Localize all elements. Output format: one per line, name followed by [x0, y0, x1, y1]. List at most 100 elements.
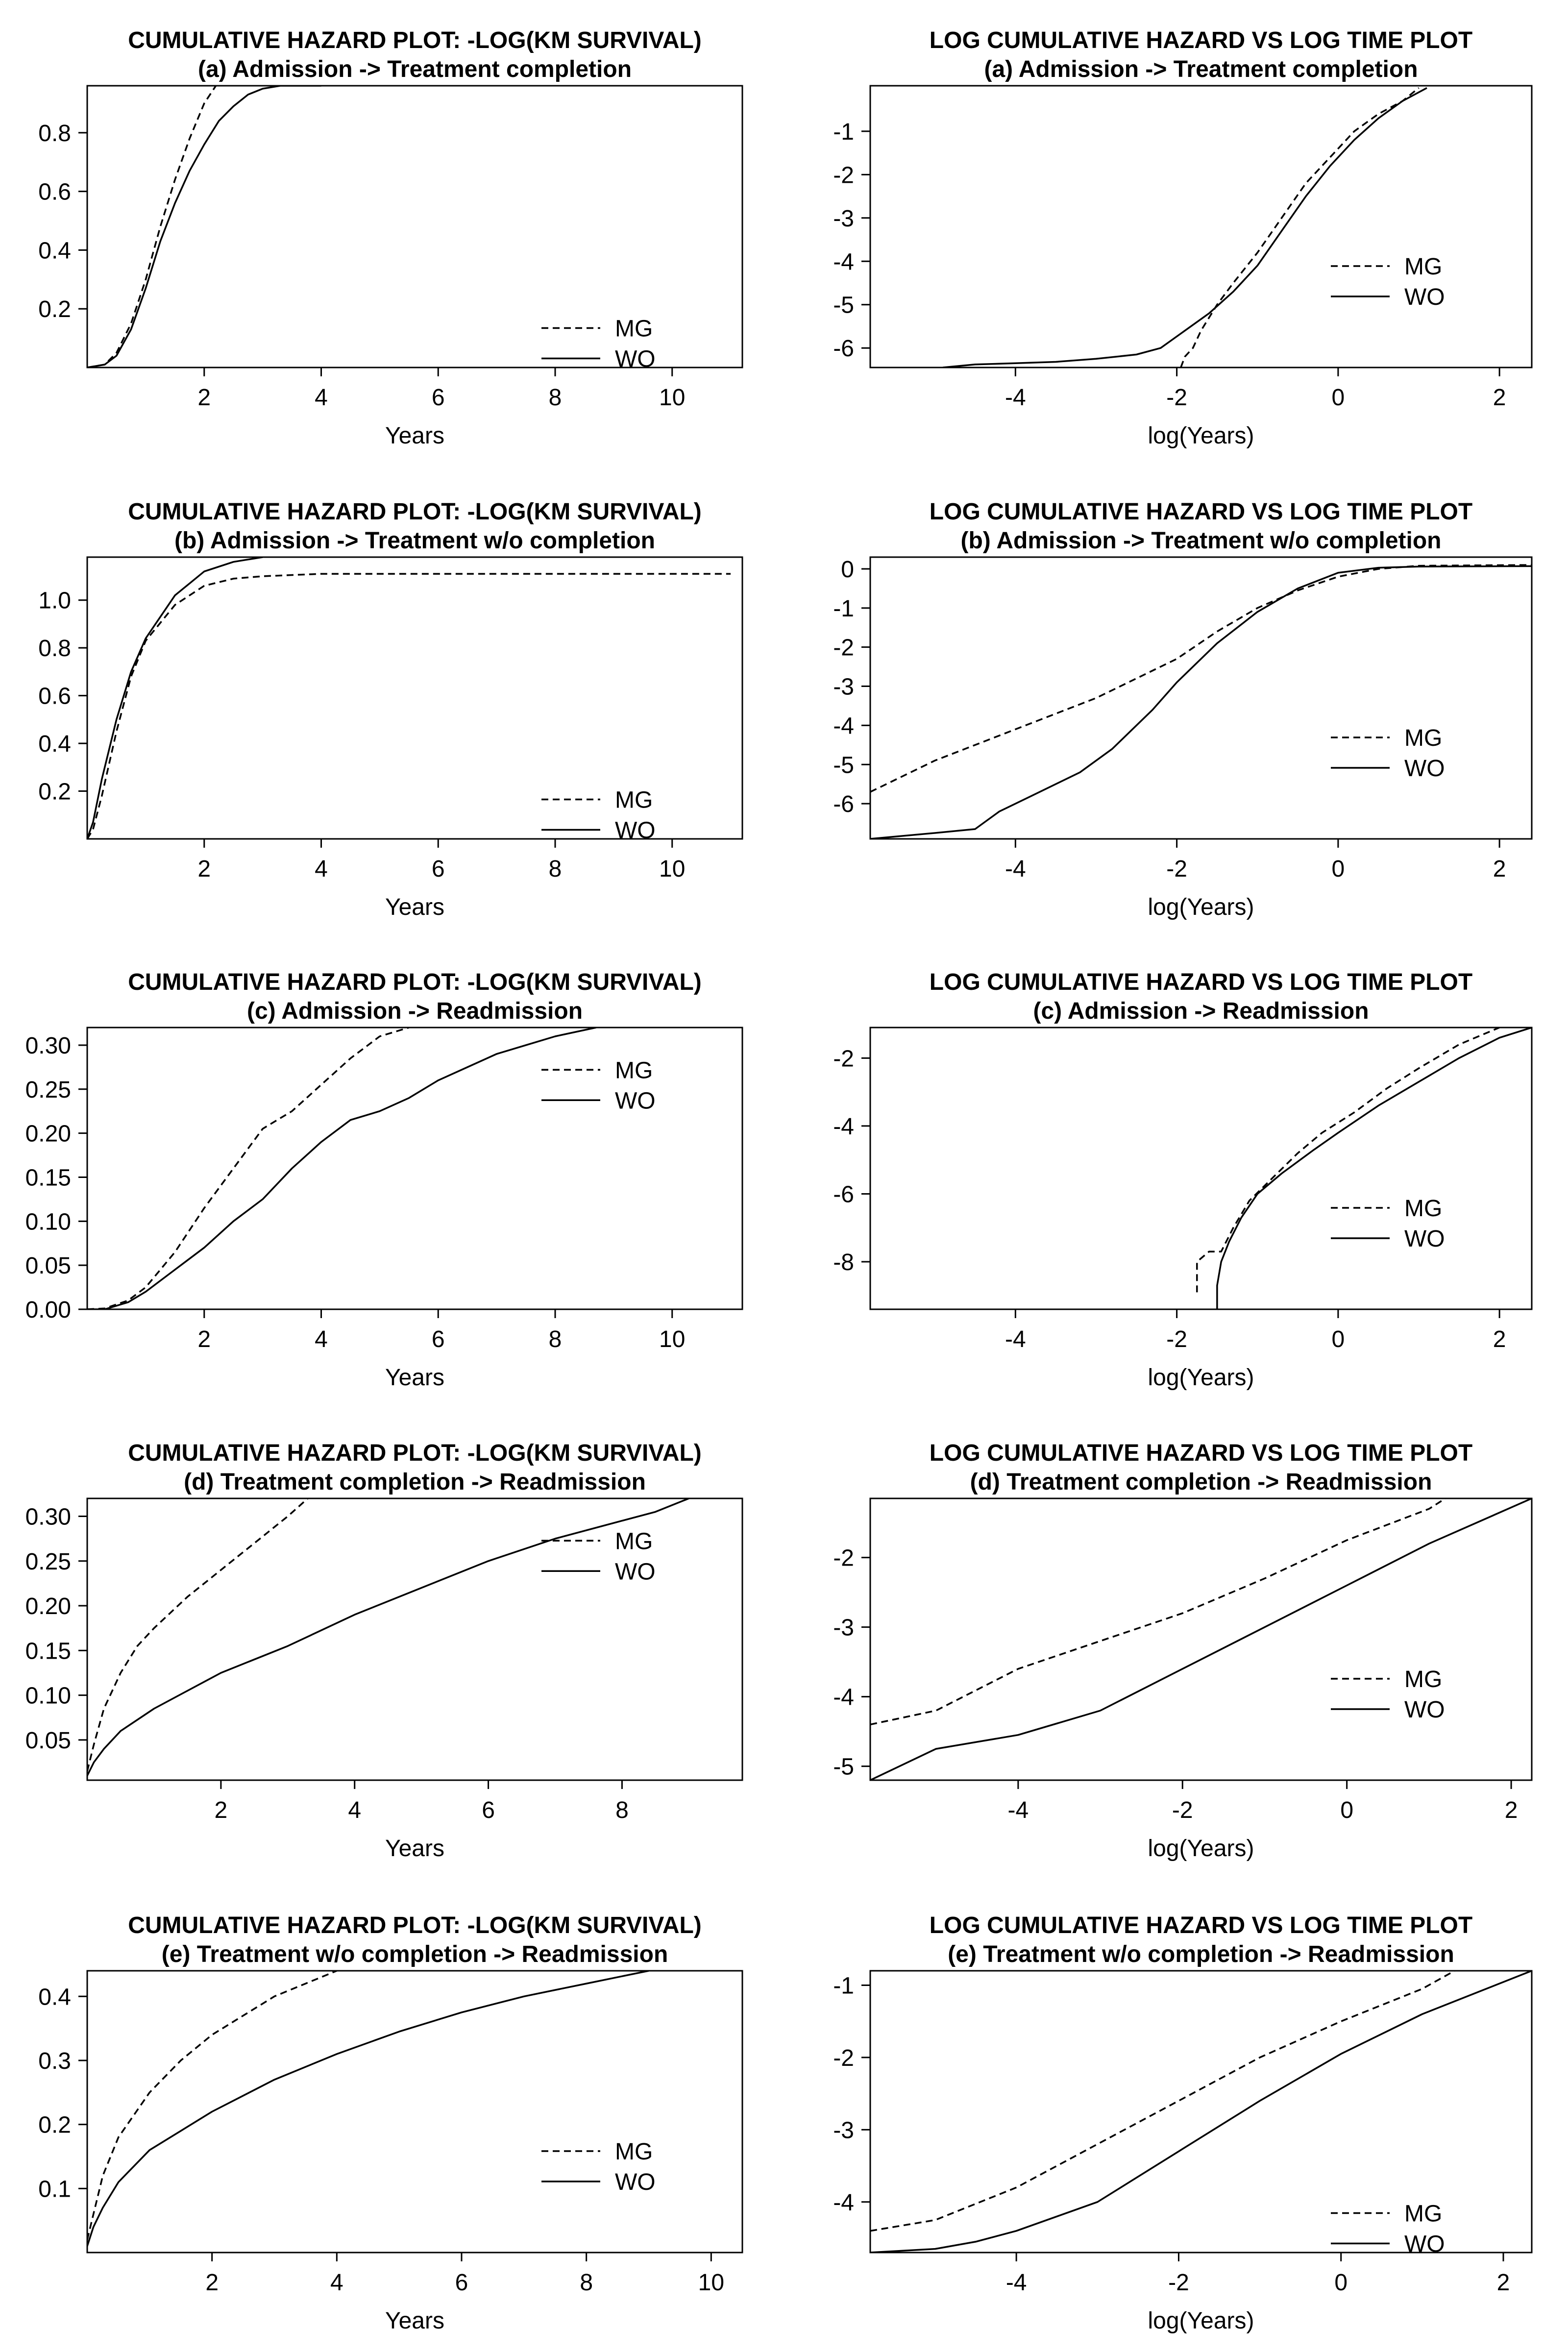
plot-frame: [869, 556, 1533, 840]
chart-subtitle: (b) Admission -> Treatment w/o completio…: [174, 528, 655, 554]
x-tick-label: 8: [615, 1797, 629, 1823]
y-tick-label: 0.6: [38, 684, 71, 710]
legend-label-mg: MG: [1404, 1666, 1442, 1692]
plot-frame: [869, 85, 1533, 368]
x-tick-label: 2: [1493, 856, 1506, 882]
x-tick-label: -4: [1005, 385, 1026, 411]
chart-panel-2: LOG CUMULATIVE HAZARD VS LOG TIME PLOT (a…: [833, 27, 1533, 449]
series-line-wo: [1216, 1028, 1532, 1309]
chart-panel-3: CUMULATIVE HAZARD PLOT: -LOG(KM SURVIVAL…: [38, 499, 743, 920]
legend-label-mg: MG: [1404, 254, 1442, 280]
plot-frame: [86, 1027, 743, 1310]
chart-subtitle: (b) Admission -> Treatment w/o completio…: [961, 528, 1442, 554]
x-tick-label: 6: [432, 385, 445, 411]
series-line-wo: [87, 1971, 649, 2247]
legend-label-wo: WO: [1404, 1697, 1445, 1723]
x-tick-label: 4: [315, 1326, 328, 1352]
x-tick-label: 0: [1332, 1326, 1345, 1352]
x-tick-label: 2: [1505, 1797, 1518, 1823]
x-axis-label: log(Years): [1148, 2308, 1254, 2334]
chart-title: LOG CUMULATIVE HAZARD VS LOG TIME PLOT: [930, 969, 1472, 995]
x-tick-label: 10: [659, 1326, 685, 1352]
y-tick-label: -4: [833, 713, 854, 739]
chart-title: LOG CUMULATIVE HAZARD VS LOG TIME PLOT: [930, 499, 1472, 525]
x-tick-label: 10: [659, 856, 685, 882]
series-line-wo: [870, 565, 1532, 839]
chart-panel-6: LOG CUMULATIVE HAZARD VS LOG TIME PLOT (c…: [833, 969, 1533, 1391]
y-tick-label: -8: [833, 1250, 854, 1275]
legend-label-wo: WO: [615, 2169, 656, 2195]
legend-label-mg: MG: [615, 1057, 653, 1083]
chart-subtitle: (c) Admission -> Readmission: [1033, 998, 1369, 1024]
x-tick-label: 0: [1332, 385, 1345, 411]
series-group: [87, 1971, 649, 2247]
x-tick-label: -2: [1166, 1326, 1187, 1352]
series-group: [87, 1028, 596, 1309]
y-tick-label: -1: [833, 119, 854, 145]
y-tick-label: 0.4: [38, 731, 71, 757]
x-axis-label: Years: [385, 423, 444, 449]
y-tick-label: 0.05: [25, 1728, 71, 1754]
chart-title: CUMULATIVE HAZARD PLOT: -LOG(KM SURVIVAL…: [128, 1912, 702, 1938]
series-group: [943, 87, 1427, 368]
series-line-wo: [87, 557, 263, 839]
x-axis-label: log(Years): [1148, 423, 1254, 449]
chart-panel-9: CUMULATIVE HAZARD PLOT: -LOG(KM SURVIVAL…: [38, 1912, 743, 2334]
x-tick-label: 6: [455, 2270, 468, 2296]
x-tick-label: 6: [482, 1797, 495, 1823]
x-tick-label: 10: [698, 2270, 724, 2296]
series-group: [87, 557, 731, 839]
y-tick-label: 0.30: [25, 1033, 71, 1059]
x-tick-label: 4: [315, 385, 328, 411]
x-tick-label: 2: [197, 1326, 211, 1352]
y-tick-label: 1.0: [38, 588, 71, 614]
y-tick-label: -1: [833, 1973, 854, 1999]
x-tick-label: 4: [330, 2270, 343, 2296]
y-tick-label: 0.4: [38, 238, 71, 264]
y-tick-label: 0.20: [25, 1121, 71, 1147]
series-line-mg: [1196, 1028, 1500, 1293]
x-tick-label: 0: [1332, 856, 1345, 882]
chart-subtitle: (d) Treatment completion -> Readmission: [184, 1469, 646, 1495]
y-tick-label: 0.25: [25, 1549, 71, 1575]
y-tick-label: 0.00: [25, 1297, 71, 1323]
legend-label-mg: MG: [615, 2139, 653, 2165]
legend-label-wo: WO: [615, 818, 656, 844]
series-group: [87, 86, 321, 368]
y-tick-label: -2: [833, 162, 854, 188]
x-tick-label: -2: [1168, 2270, 1189, 2296]
legend-label-wo: WO: [1404, 284, 1445, 310]
y-tick-label: -5: [833, 752, 854, 778]
x-tick-label: 8: [549, 385, 562, 411]
x-axis-label: log(Years): [1148, 1836, 1254, 1862]
x-tick-label: 6: [432, 1326, 445, 1352]
x-tick-label: 2: [205, 2270, 219, 2296]
y-tick-label: 0: [841, 557, 854, 583]
plot-frame: [86, 1497, 743, 1781]
legend-label-mg: MG: [615, 787, 653, 813]
y-tick-label: 0.1: [38, 2176, 71, 2202]
x-tick-label: 6: [432, 856, 445, 882]
y-tick-label: 0.25: [25, 1077, 71, 1103]
legend-label-wo: WO: [1404, 2231, 1445, 2257]
chart-subtitle: (e) Treatment w/o completion -> Readmiss…: [948, 1941, 1454, 1967]
y-tick-label: 0.2: [38, 296, 71, 322]
y-tick-label: 0.10: [25, 1683, 71, 1709]
series-line-mg: [87, 86, 217, 368]
legend-label-mg: MG: [615, 1528, 653, 1554]
x-tick-label: 0: [1334, 2270, 1348, 2296]
x-axis-label: Years: [385, 1836, 444, 1862]
chart-title: LOG CUMULATIVE HAZARD VS LOG TIME PLOT: [930, 1440, 1472, 1466]
chart-subtitle: (c) Admission -> Readmission: [247, 998, 583, 1024]
legend-label-wo: WO: [615, 1088, 656, 1114]
legend-label-wo: WO: [615, 346, 656, 372]
y-tick-label: 0.10: [25, 1209, 71, 1235]
chart-panel-1: CUMULATIVE HAZARD PLOT: -LOG(KM SURVIVAL…: [38, 27, 743, 449]
y-tick-label: 0.2: [38, 2112, 71, 2138]
legend-label-mg: MG: [615, 316, 653, 342]
chart-subtitle: (a) Admission -> Treatment completion: [984, 56, 1418, 82]
x-tick-label: -2: [1172, 1797, 1193, 1823]
y-tick-label: 0.20: [25, 1593, 71, 1619]
chart-title: LOG CUMULATIVE HAZARD VS LOG TIME PLOT: [930, 1912, 1472, 1938]
y-tick-label: -6: [833, 336, 854, 362]
